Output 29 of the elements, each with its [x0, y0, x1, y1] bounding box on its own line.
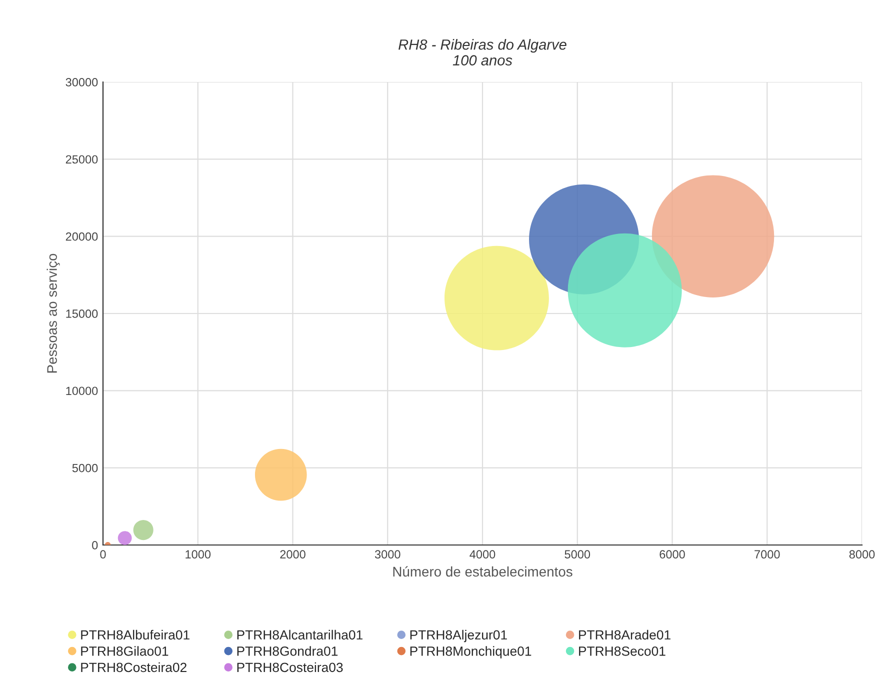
legend-label: PTRH8Monchique01 — [410, 646, 532, 658]
legend-label: PTRH8Gilao01 — [81, 646, 168, 656]
x-tick-label: 1000 — [186, 550, 211, 559]
y-tick-label: 30000 — [66, 78, 98, 86]
y-tick-label: 10000 — [66, 386, 98, 396]
x-tick-label: 3000 — [374, 550, 400, 559]
legend-label: PTRH8Albufeira01 — [81, 630, 190, 640]
legend-label: PTRH8Alcantarilha01 — [237, 630, 362, 640]
legend-label: PTRH8Arade01 — [579, 630, 670, 640]
x-tick-label: 6000 — [660, 550, 685, 559]
x-tick-label: 8000 — [849, 550, 875, 559]
x-tick-label: 2000 — [280, 550, 306, 559]
y-axis-title: Pessoas ao serviço — [46, 254, 60, 373]
y-tick-label: 0 — [92, 541, 98, 550]
y-tick-label: 25000 — [66, 155, 98, 164]
x-tick-label: 0 — [100, 550, 106, 559]
y-tick-label: 20000 — [66, 232, 98, 241]
x-tick-label: 7000 — [754, 550, 780, 559]
y-tick-label: 5000 — [72, 464, 98, 472]
legend-label: PTRH8Aljezur01 — [410, 630, 507, 642]
x-tick-label: 5000 — [564, 550, 590, 559]
legend-label: PTRH8Gondra01 — [237, 646, 338, 656]
x-axis-title: Número de estabelecimentos — [393, 566, 572, 577]
legend-label: PTRH8Costeira03 — [237, 662, 343, 672]
legend-label: PTRH8Costeira02 — [81, 662, 186, 672]
chart-title: RH8 - Ribeiras do Algarve 100 anos — [398, 39, 566, 66]
y-tick-label: 15000 — [66, 310, 98, 318]
legend-label: PTRH8Seco01 — [579, 646, 666, 656]
x-tick-label: 4000 — [470, 550, 496, 559]
